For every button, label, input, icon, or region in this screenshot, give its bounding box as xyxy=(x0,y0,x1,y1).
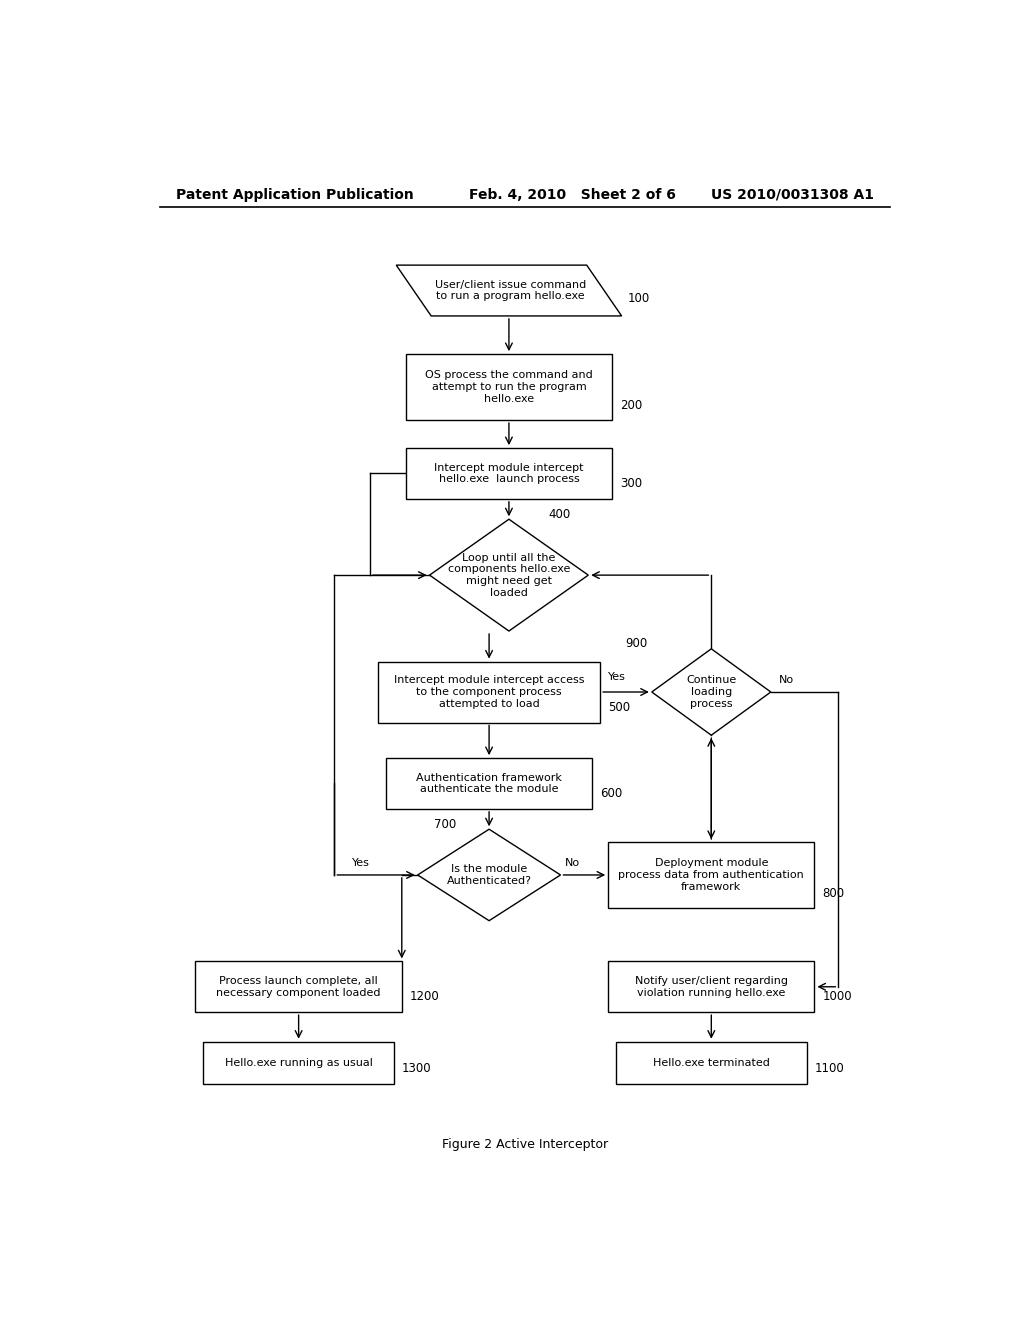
Text: Authentication framework
authenticate the module: Authentication framework authenticate th… xyxy=(416,772,562,795)
Text: Feb. 4, 2010   Sheet 2 of 6: Feb. 4, 2010 Sheet 2 of 6 xyxy=(469,187,676,202)
FancyBboxPatch shape xyxy=(196,961,401,1012)
Text: Continue
loading
process: Continue loading process xyxy=(686,676,736,709)
Text: Intercept module intercept
hello.exe  launch process: Intercept module intercept hello.exe lau… xyxy=(434,463,584,484)
Text: Figure 2 Active Interceptor: Figure 2 Active Interceptor xyxy=(441,1138,608,1151)
Text: Yes: Yes xyxy=(608,672,626,681)
FancyBboxPatch shape xyxy=(608,961,814,1012)
Text: User/client issue command
to run a program hello.exe: User/client issue command to run a progr… xyxy=(435,280,586,301)
Text: OS process the command and
attempt to run the program
hello.exe: OS process the command and attempt to ru… xyxy=(425,371,593,404)
Text: 200: 200 xyxy=(620,399,642,412)
Text: 600: 600 xyxy=(600,787,623,800)
Text: Hello.exe terminated: Hello.exe terminated xyxy=(653,1059,770,1068)
Text: 1100: 1100 xyxy=(814,1061,844,1074)
Text: 700: 700 xyxy=(433,817,456,830)
Text: 1200: 1200 xyxy=(410,990,439,1003)
Text: Hello.exe running as usual: Hello.exe running as usual xyxy=(224,1059,373,1068)
Text: Notify user/client regarding
violation running hello.exe: Notify user/client regarding violation r… xyxy=(635,975,787,998)
FancyBboxPatch shape xyxy=(386,758,592,809)
Text: No: No xyxy=(564,858,580,867)
Text: US 2010/0031308 A1: US 2010/0031308 A1 xyxy=(711,187,873,202)
FancyBboxPatch shape xyxy=(406,354,612,420)
Text: 400: 400 xyxy=(549,508,570,520)
Polygon shape xyxy=(418,829,560,921)
Text: Deployment module
process data from authentication
framework: Deployment module process data from auth… xyxy=(618,858,804,891)
Polygon shape xyxy=(430,519,588,631)
Text: No: No xyxy=(778,675,794,685)
FancyBboxPatch shape xyxy=(204,1041,394,1084)
Text: Loop until all the
components hello.exe
might need get
loaded: Loop until all the components hello.exe … xyxy=(447,553,570,598)
FancyBboxPatch shape xyxy=(616,1041,807,1084)
Text: 300: 300 xyxy=(620,477,642,490)
Text: Patent Application Publication: Patent Application Publication xyxy=(176,187,414,202)
Text: Is the module
Authenticated?: Is the module Authenticated? xyxy=(446,865,531,886)
Text: Process launch complete, all
necessary component loaded: Process launch complete, all necessary c… xyxy=(216,975,381,998)
FancyBboxPatch shape xyxy=(608,842,814,908)
Text: Yes: Yes xyxy=(352,858,370,867)
Text: 1000: 1000 xyxy=(822,990,852,1003)
FancyBboxPatch shape xyxy=(406,447,612,499)
Text: 800: 800 xyxy=(822,887,845,900)
Text: 900: 900 xyxy=(626,638,648,651)
Text: 500: 500 xyxy=(608,701,630,714)
FancyBboxPatch shape xyxy=(378,661,600,722)
Polygon shape xyxy=(652,649,771,735)
Text: Intercept module intercept access
to the component process
attempted to load: Intercept module intercept access to the… xyxy=(394,676,585,709)
Polygon shape xyxy=(396,265,622,315)
Text: 1300: 1300 xyxy=(401,1061,431,1074)
Text: 100: 100 xyxy=(628,292,650,305)
